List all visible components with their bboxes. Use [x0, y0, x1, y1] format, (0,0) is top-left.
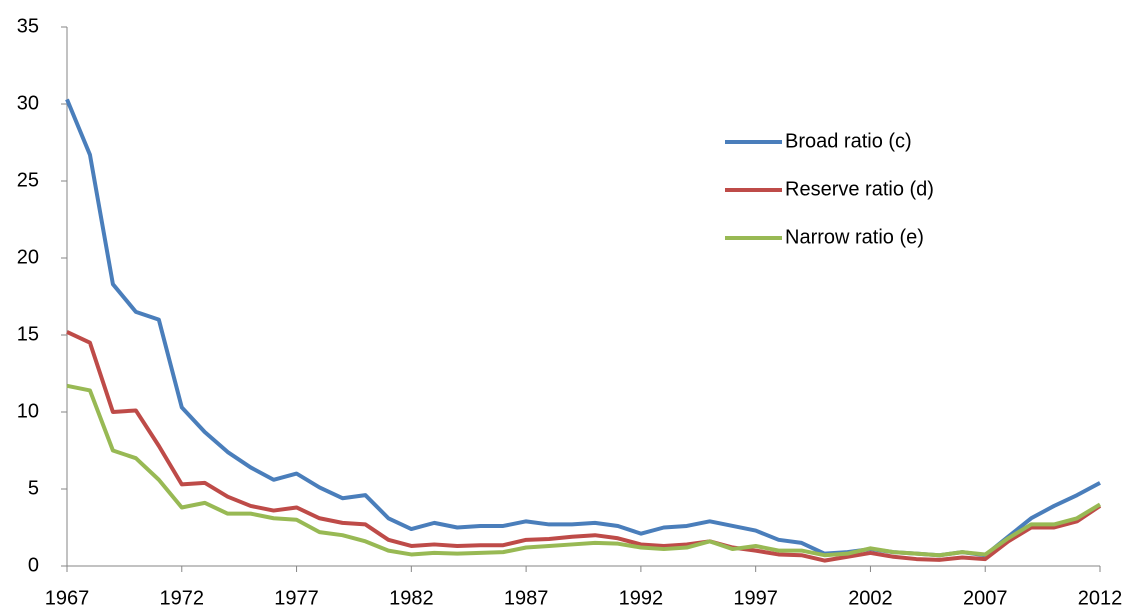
x-tick-label: 2012	[1078, 587, 1123, 609]
legend-label: Reserve ratio (d)	[785, 178, 934, 200]
y-tick-label: 35	[17, 15, 39, 37]
y-tick-label: 5	[28, 477, 39, 499]
y-tick-label: 10	[17, 400, 39, 422]
x-tick-label: 1997	[733, 587, 778, 609]
x-tick-label: 2007	[963, 587, 1008, 609]
legend-label: Broad ratio (c)	[785, 130, 912, 152]
x-tick-label: 2002	[848, 587, 893, 609]
x-tick-label: 1977	[274, 587, 319, 609]
y-tick-label: 25	[17, 169, 39, 191]
legend-label: Narrow ratio (e)	[785, 226, 924, 248]
x-tick-label: 1972	[160, 587, 205, 609]
y-tick-label: 0	[28, 554, 39, 576]
x-tick-label: 1967	[45, 587, 90, 609]
y-tick-label: 30	[17, 92, 39, 114]
y-tick-label: 15	[17, 323, 39, 345]
series-line	[66, 383, 1102, 558]
series-line	[66, 330, 1102, 563]
series-line	[65, 98, 1101, 558]
x-tick-label: 1982	[389, 587, 434, 609]
x-tick-label: 1992	[619, 587, 664, 609]
y-tick-label: 20	[17, 246, 39, 268]
x-tick-label: 1987	[504, 587, 549, 609]
